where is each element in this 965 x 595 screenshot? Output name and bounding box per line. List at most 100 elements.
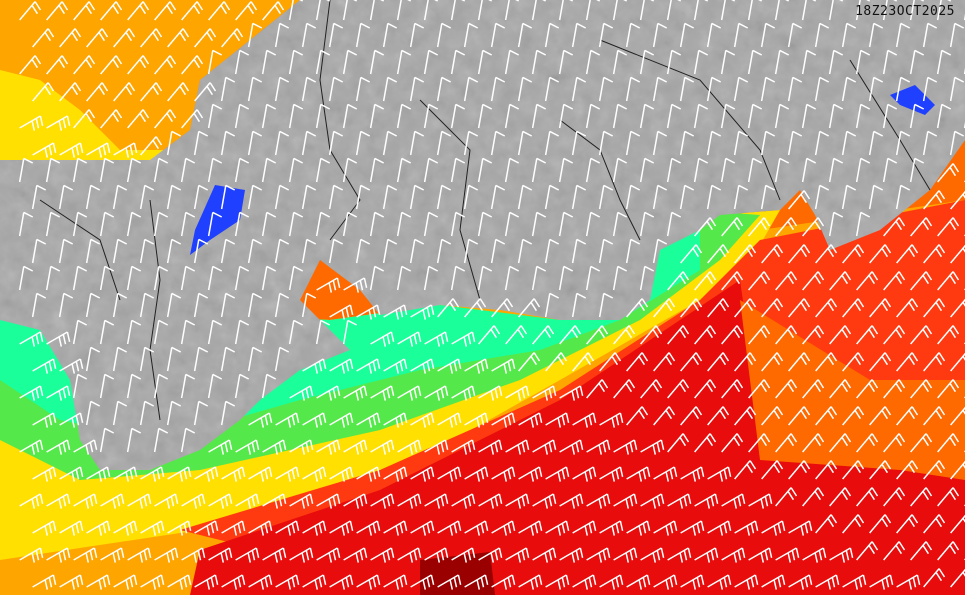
wind-barb [491, 574, 516, 590]
wind-barb [409, 130, 425, 156]
wind-barb [31, 184, 47, 210]
wind-barb [301, 22, 317, 48]
wind-barb [46, 547, 71, 563]
wind-barb [166, 130, 182, 156]
wind-barb [855, 211, 871, 237]
wind-barb [194, 520, 219, 536]
wind-barb [139, 292, 155, 318]
wind-barb [531, 0, 547, 21]
wind-barb [909, 49, 925, 75]
wind-barb [720, 103, 736, 129]
wind-barb [85, 238, 101, 264]
wind-barb [329, 574, 354, 590]
wind-barb [544, 130, 560, 156]
wind-barb [950, 352, 965, 372]
wind-barb [194, 466, 219, 482]
wind-barb [72, 265, 88, 291]
wind-barb [356, 466, 381, 482]
wind-barb [139, 346, 155, 372]
wind-barb [612, 157, 628, 183]
wind-barb [802, 547, 827, 563]
wind-barb [760, 130, 776, 156]
wind-barb [167, 82, 190, 102]
wind-barb [694, 217, 717, 237]
wind-barb [747, 157, 763, 183]
wind-barb [505, 493, 530, 509]
wind-barb [707, 352, 730, 372]
wind-barb [19, 1, 42, 21]
wind-barb [139, 184, 155, 210]
wind-barb [572, 574, 597, 590]
wind-barb [382, 22, 398, 48]
wind-zone-orange-east [740, 300, 965, 480]
wind-barb [491, 466, 516, 482]
wind-barb [181, 55, 204, 75]
wind-barb [707, 244, 730, 264]
wind-barb [289, 439, 314, 455]
wind-barb [950, 190, 965, 210]
wind-barb [329, 304, 354, 320]
wind-barb [423, 0, 439, 21]
wind-barb [59, 82, 82, 102]
wind-barb [544, 76, 560, 102]
wind-barb [46, 55, 69, 75]
wind-barb [193, 238, 209, 264]
wind-barb [490, 130, 506, 156]
wind-barb [153, 157, 169, 183]
wind-barb [517, 238, 533, 264]
wind-barb [154, 493, 179, 509]
wind-barb [788, 352, 811, 372]
wind-barb [72, 373, 88, 399]
wind-barb [59, 466, 84, 482]
wind-barb [868, 22, 884, 48]
wind-barb [207, 319, 223, 345]
wind-barb [424, 439, 449, 455]
wind-barb [329, 412, 354, 428]
wind-barb [316, 385, 341, 401]
wind-barb [194, 574, 219, 590]
wind-barb [193, 292, 209, 318]
wind-barb [58, 238, 74, 264]
wind-barb [760, 184, 776, 210]
wind-barb [19, 493, 44, 509]
wind-barb [343, 439, 368, 455]
wind-barb [437, 412, 462, 428]
wind-barb [261, 265, 277, 291]
wind-barb [694, 325, 717, 345]
wind-barb [855, 103, 871, 129]
wind-barb [856, 541, 879, 561]
wind-barb [262, 493, 287, 509]
wind-barb [571, 238, 587, 264]
wind-barb [518, 574, 543, 590]
wind-barb [598, 130, 614, 156]
wind-barb [653, 298, 676, 318]
wind-barb [571, 76, 587, 102]
wind-barb [343, 547, 368, 563]
wind-barb [504, 49, 520, 75]
wind-barb [923, 190, 946, 210]
wind-barb [450, 157, 466, 183]
wind-barb [221, 466, 246, 482]
wind-barb [599, 352, 622, 372]
wind-barb [937, 325, 960, 345]
wind-barb [504, 157, 520, 183]
wind-barb [235, 439, 260, 455]
wind-barb [626, 466, 651, 482]
wind-barb [505, 385, 530, 401]
wind-barb [598, 292, 614, 318]
wind-barb [396, 157, 412, 183]
wind-barb [802, 433, 825, 453]
wind-barb [32, 520, 57, 536]
wind-barb [355, 238, 371, 264]
wind-barb [220, 400, 236, 426]
wind-barb [558, 49, 574, 75]
wind-barb [923, 568, 946, 588]
wind-barb [356, 358, 381, 374]
wind-barb [613, 547, 638, 563]
wind-barb [706, 22, 722, 48]
wind-barb [396, 211, 412, 237]
wind-barb [464, 574, 489, 590]
wind-barb [409, 184, 425, 210]
